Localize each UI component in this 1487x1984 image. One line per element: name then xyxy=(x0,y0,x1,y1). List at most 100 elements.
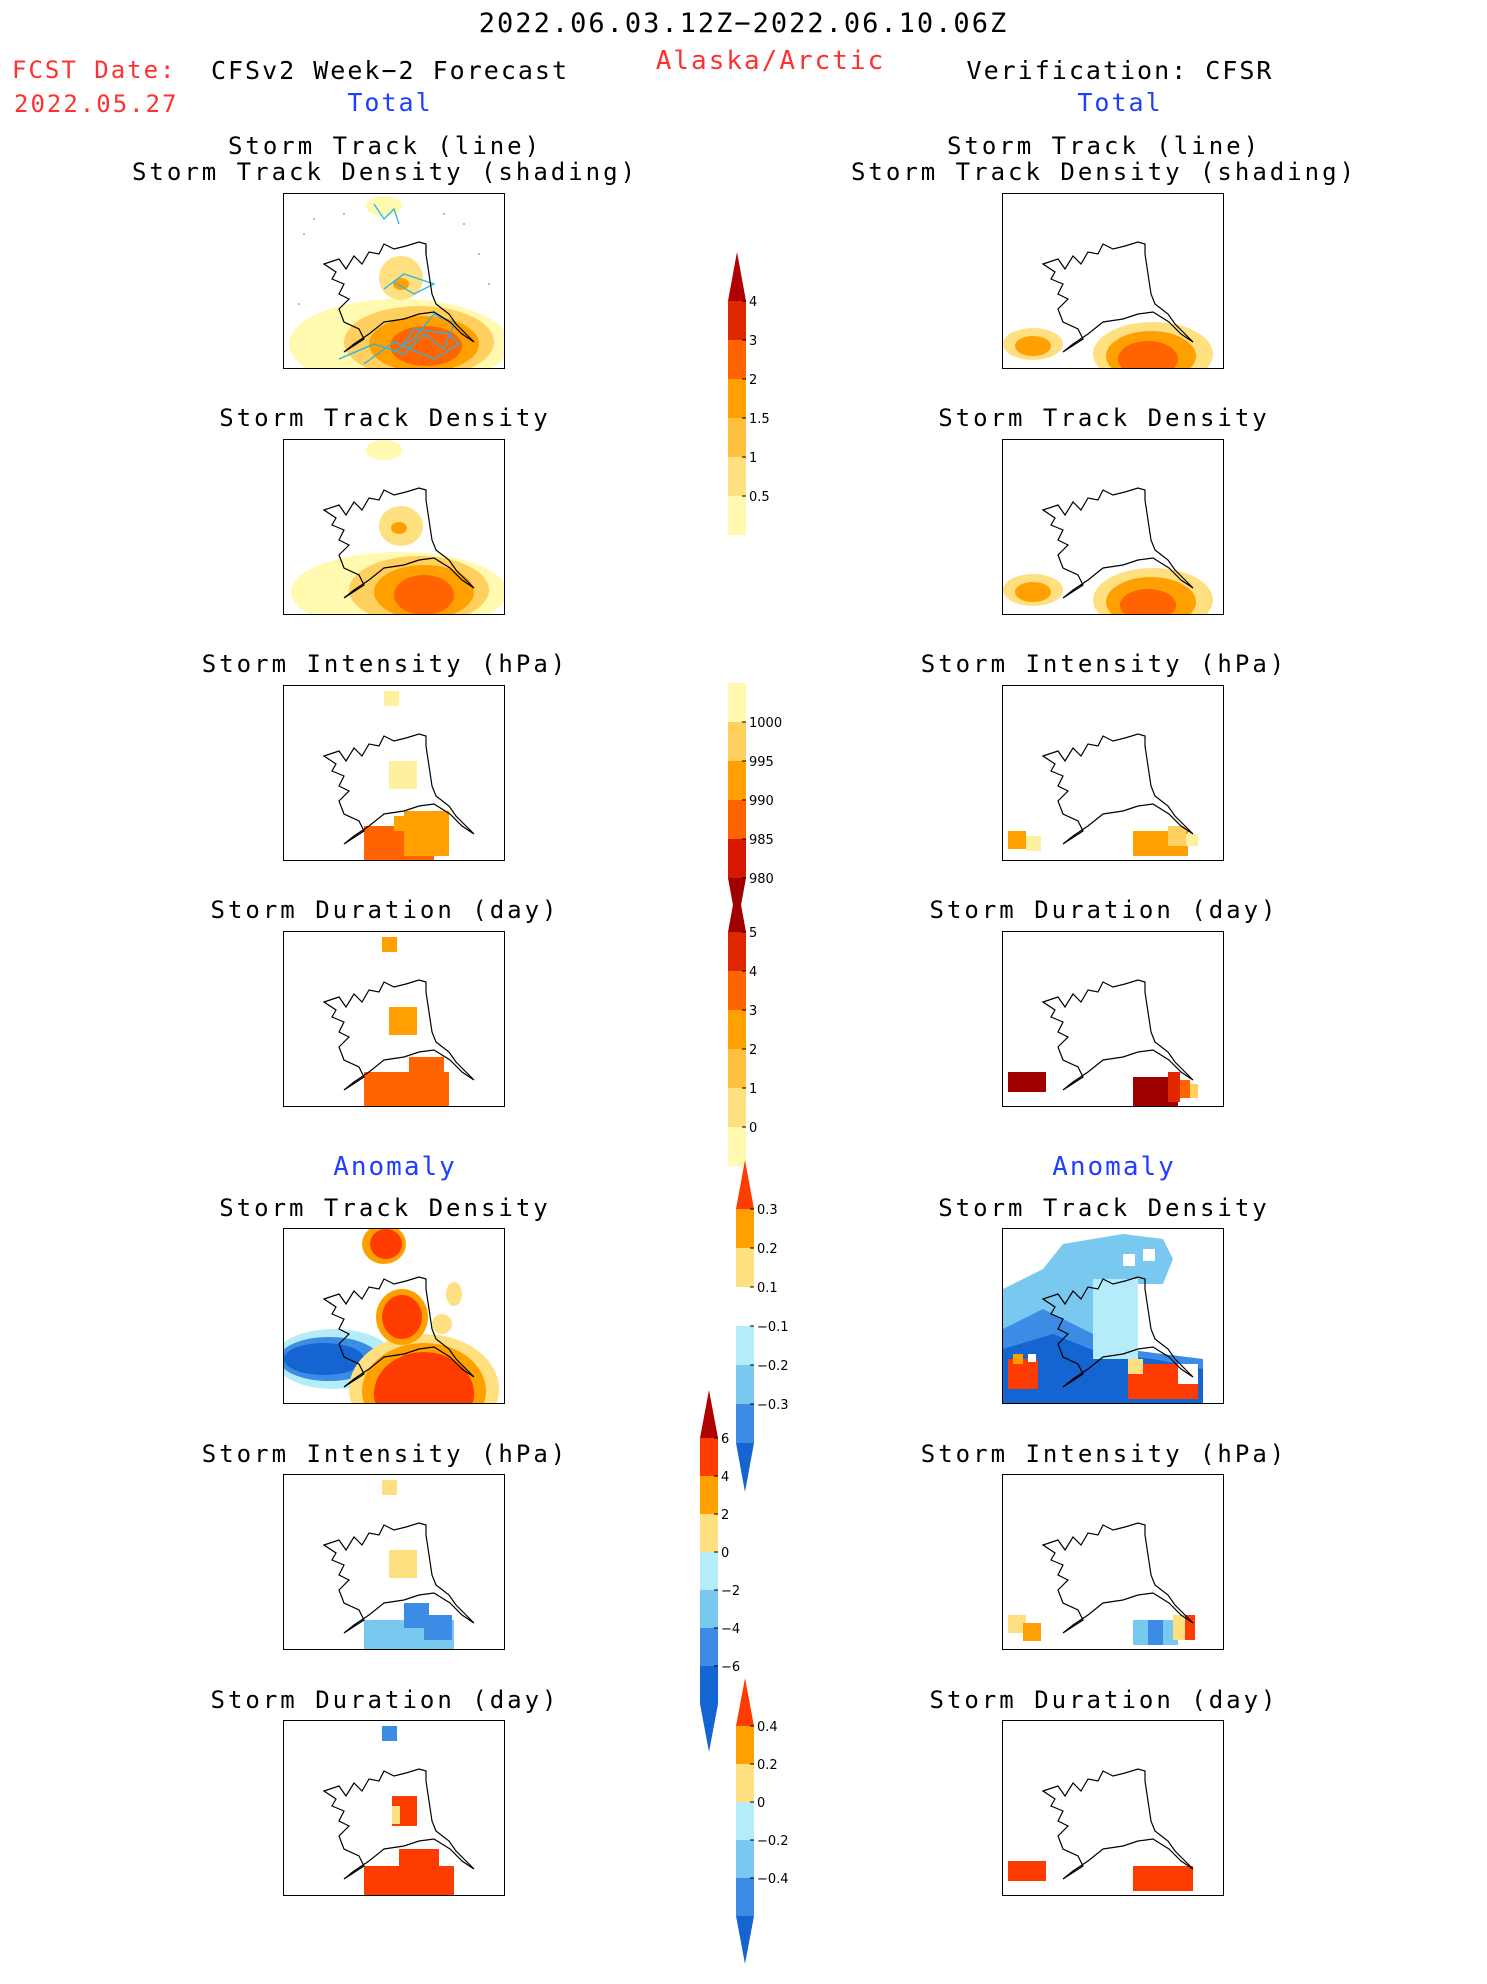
forecast-duration-map xyxy=(283,931,505,1107)
fcst-date-label: FCST Date: xyxy=(12,56,177,84)
duration-anomaly-colorbar-segment xyxy=(736,1726,754,1764)
verification-duration-anomaly-map xyxy=(1002,1720,1224,1896)
duration-anomaly-colorbar-label: −0.2 xyxy=(757,1834,789,1849)
duration-total-colorbar-label: 5 xyxy=(749,926,757,941)
density-total-colorbar-segment xyxy=(728,301,746,340)
density-total-colorbar-label: 4 xyxy=(749,295,757,310)
forecast-intensity-map xyxy=(283,685,505,861)
verification-storm-track-map xyxy=(1002,193,1224,369)
density-anomaly-colorbar-label: −0.3 xyxy=(757,1398,789,1413)
forecast-duration-anomaly-title: Storm Duration (day) xyxy=(210,1686,560,1714)
intensity-anomaly-colorbar-label: −6 xyxy=(721,1660,740,1675)
duration-total-colorbar-segment xyxy=(728,1010,746,1049)
intensity-total-colorbar-segment xyxy=(728,761,746,800)
verification-duration-anomaly-title: Storm Duration (day) xyxy=(929,1686,1279,1714)
intensity-total-colorbar-segment xyxy=(728,839,746,878)
density-total-colorbar-segment xyxy=(728,379,746,418)
intensity-anomaly-colorbar-segment xyxy=(700,1704,718,1752)
verification-intensity-anomaly-title: Storm Intensity (hPa) xyxy=(920,1440,1288,1468)
intensity-anomaly-colorbar-segment xyxy=(700,1514,718,1552)
density-anomaly-colorbar-segment xyxy=(736,1365,754,1404)
duration-anomaly-colorbar-segment xyxy=(736,1916,754,1964)
duration-anomaly-colorbar-segment xyxy=(736,1802,754,1840)
intensity-anomaly-colorbar-segment xyxy=(700,1476,718,1514)
duration-anomaly-colorbar-segment xyxy=(736,1764,754,1802)
verification-duration-map xyxy=(1002,931,1224,1107)
duration-anomaly-colorbar-segment xyxy=(736,1678,754,1726)
intensity-anomaly-colorbar-segment xyxy=(700,1590,718,1628)
intensity-anomaly-colorbar-label: 4 xyxy=(721,1470,729,1485)
forecast-density-anomaly-map xyxy=(283,1228,505,1404)
density-anomaly-colorbar-segment xyxy=(736,1248,754,1287)
verification-density-title: Storm Track Density xyxy=(938,404,1270,432)
density-anomaly-colorbar-label: −0.2 xyxy=(757,1359,789,1374)
density-total-colorbar-segment xyxy=(728,457,746,496)
density-anomaly-colorbar: 0.3 0.2 0.1 −0.1 −0.2 −0.3 xyxy=(736,1160,789,1492)
density-anomaly-colorbar-label: −0.1 xyxy=(757,1320,789,1335)
verification-column-title: Verification: CFSR xyxy=(966,56,1274,85)
duration-total-colorbar-segment xyxy=(728,932,746,971)
density-anomaly-colorbar-segment xyxy=(736,1404,754,1443)
intensity-total-colorbar-label: 995 xyxy=(749,755,774,770)
intensity-anomaly-colorbar-segment xyxy=(700,1552,718,1590)
density-total-colorbar-label: 3 xyxy=(749,334,757,349)
density-total-colorbar-label: 1 xyxy=(749,451,757,466)
density-total-colorbar-segment xyxy=(728,340,746,379)
verification-density-anomaly-title: Storm Track Density xyxy=(938,1194,1270,1222)
intensity-total-colorbar-label: 990 xyxy=(749,794,774,809)
duration-total-colorbar-label: 4 xyxy=(749,965,757,980)
intensity-total-colorbar-label: 980 xyxy=(749,872,774,887)
forecast-duration-anomaly-map xyxy=(283,1720,505,1896)
intensity-anomaly-colorbar-label: 0 xyxy=(721,1546,729,1561)
density-anomaly-colorbar-label: 0.2 xyxy=(757,1242,778,1257)
duration-total-colorbar-label: 0 xyxy=(749,1121,757,1136)
duration-anomaly-colorbar-label: 0.4 xyxy=(757,1720,778,1735)
duration-total-colorbar-segment xyxy=(728,1088,746,1127)
verification-duration-title: Storm Duration (day) xyxy=(929,896,1279,924)
forecast-intensity-title: Storm Intensity (hPa) xyxy=(201,650,569,678)
duration-total-colorbar-segment xyxy=(728,971,746,1010)
density-total-colorbar-segment xyxy=(728,252,746,301)
duration-anomaly-colorbar-segment xyxy=(736,1840,754,1878)
verification-track-line-title: Storm Track (line) xyxy=(946,132,1262,160)
intensity-total-colorbar-segment xyxy=(728,800,746,839)
density-anomaly-colorbar-segment xyxy=(736,1287,754,1326)
duration-total-colorbar-segment xyxy=(728,1127,746,1166)
duration-total-colorbar-label: 1 xyxy=(749,1082,757,1097)
verification-track-shading-title: Storm Track Density (shading) xyxy=(850,158,1358,186)
intensity-anomaly-colorbar-label: 6 xyxy=(721,1432,729,1447)
intensity-anomaly-colorbar: 6 4 2 0 −2 −4 −6 xyxy=(700,1390,740,1752)
density-anomaly-colorbar-segment xyxy=(736,1160,754,1209)
forecast-storm-track-map xyxy=(283,193,505,369)
density-total-colorbar-segment xyxy=(728,418,746,457)
intensity-total-colorbar-label: 985 xyxy=(749,833,774,848)
duration-total-colorbar-label: 2 xyxy=(749,1043,757,1058)
forecast-intensity-anomaly-map xyxy=(283,1474,505,1650)
verification-density-map xyxy=(1002,439,1224,615)
density-anomaly-colorbar-segment xyxy=(736,1209,754,1248)
fcst-date-value: 2022.05.27 xyxy=(14,90,179,118)
density-total-colorbar-label: 1.5 xyxy=(749,412,770,427)
intensity-total-colorbar-segment xyxy=(728,683,746,722)
forecast-duration-title: Storm Duration (day) xyxy=(210,896,560,924)
duration-total-colorbar-segment xyxy=(728,883,746,932)
density-total-colorbar: 4 3 2 1.5 1 0.5 xyxy=(728,252,770,535)
density-anomaly-colorbar-segment xyxy=(736,1326,754,1365)
verification-intensity-anomaly-map xyxy=(1002,1474,1224,1650)
duration-total-colorbar-segment xyxy=(728,1049,746,1088)
intensity-anomaly-colorbar-label: 2 xyxy=(721,1508,729,1523)
forecast-track-shading-title: Storm Track Density (shading) xyxy=(131,158,639,186)
intensity-anomaly-colorbar-segment xyxy=(700,1666,718,1704)
density-total-colorbar-segment xyxy=(728,496,746,535)
forecast-density-title: Storm Track Density xyxy=(219,404,551,432)
verification-column-subtitle: Total xyxy=(1077,88,1163,117)
forecast-density-anomaly-title: Storm Track Density xyxy=(219,1194,551,1222)
intensity-total-colorbar-segment xyxy=(728,722,746,761)
density-anomaly-colorbar-label: 0.3 xyxy=(757,1203,778,1218)
intensity-total-colorbar-label: 1000 xyxy=(749,716,782,731)
intensity-anomaly-colorbar-label: −2 xyxy=(721,1584,740,1599)
region-title: Alaska/Arctic xyxy=(655,46,886,76)
verification-intensity-title: Storm Intensity (hPa) xyxy=(920,650,1288,678)
duration-anomaly-colorbar-segment xyxy=(736,1878,754,1916)
verification-density-anomaly-map xyxy=(1002,1228,1224,1404)
